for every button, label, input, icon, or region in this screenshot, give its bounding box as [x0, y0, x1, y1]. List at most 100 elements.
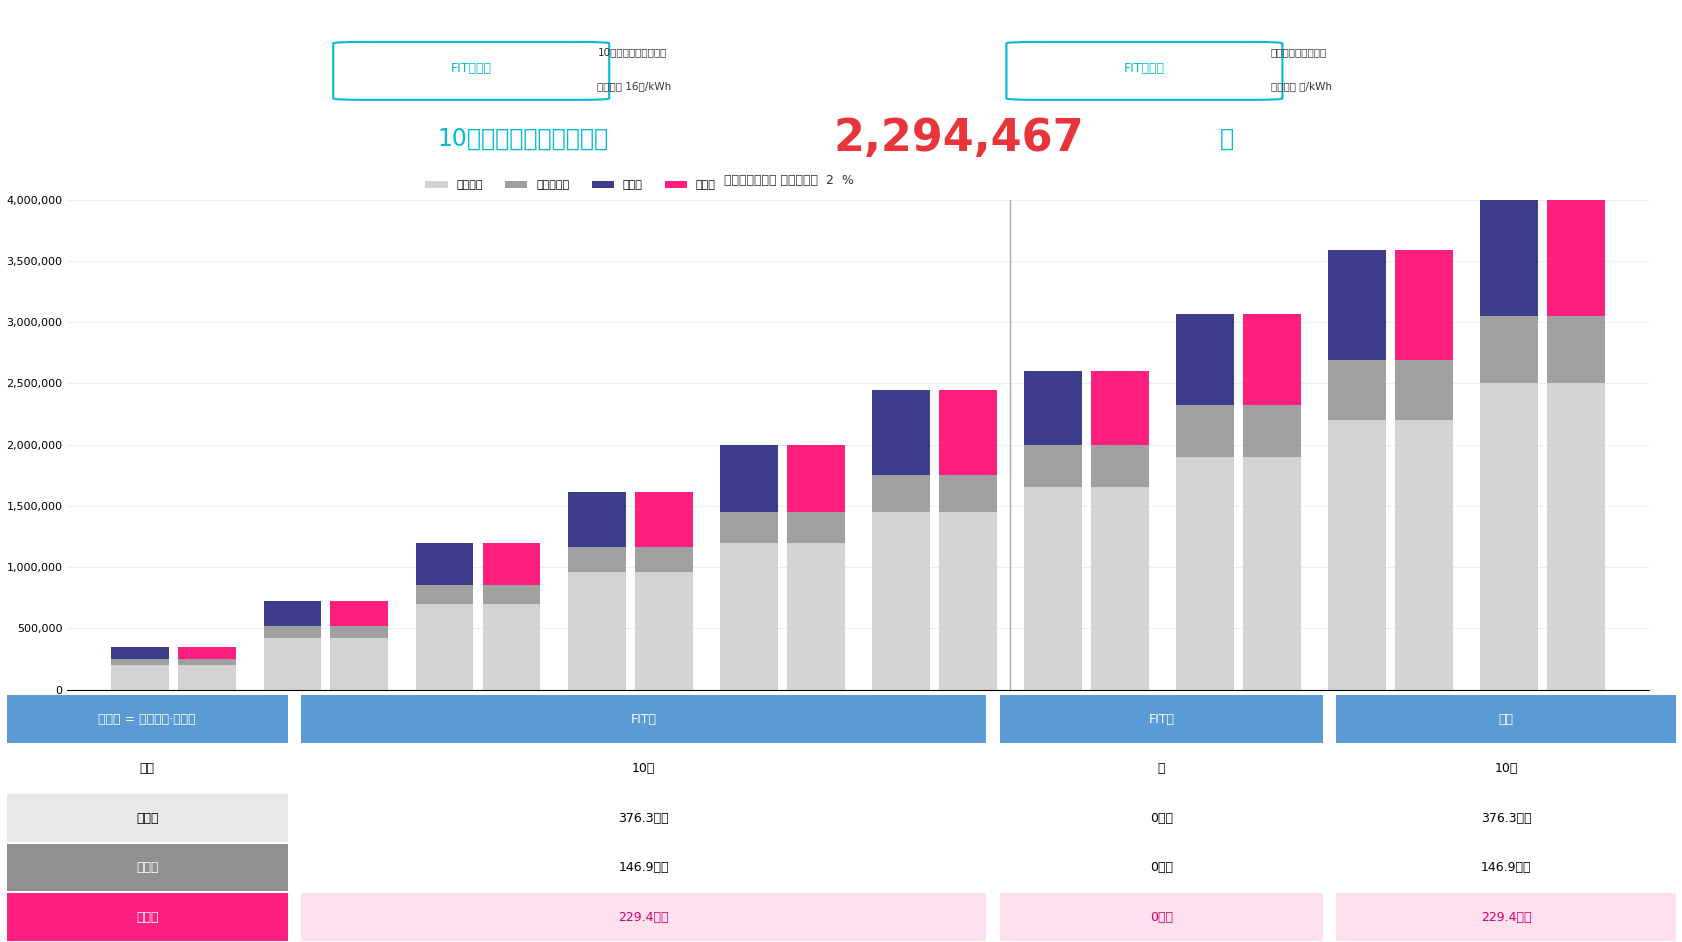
Bar: [1176, 457, 1233, 690]
Bar: [1480, 383, 1537, 690]
Bar: [483, 543, 540, 585]
Bar: [330, 625, 389, 638]
Text: 電気料金上昇率 想定：年率  2  %: 電気料金上昇率 想定：年率 2 %: [723, 174, 853, 187]
Bar: [1090, 488, 1149, 690]
Bar: [178, 646, 235, 659]
Legend: 比較なし, ガソリン代, 借入後, 削減額: 比較なし, ガソリン代, 借入後, 削減額: [420, 176, 720, 195]
FancyBboxPatch shape: [1006, 42, 1282, 100]
Bar: [264, 601, 321, 625]
Text: 年（自家消費優先）: 年（自家消費優先）: [1270, 47, 1325, 57]
Bar: [1327, 250, 1386, 360]
Bar: [787, 543, 844, 690]
Text: 合計: 合計: [1499, 712, 1512, 725]
Bar: [871, 512, 928, 690]
Text: 0万円: 0万円: [1149, 812, 1172, 824]
Bar: [264, 638, 321, 690]
FancyBboxPatch shape: [333, 42, 609, 100]
Bar: [483, 585, 540, 604]
Text: 376.3万円: 376.3万円: [1480, 812, 1531, 824]
Bar: [301, 695, 986, 743]
Bar: [7, 695, 288, 743]
Bar: [1243, 457, 1300, 690]
Bar: [999, 745, 1322, 792]
Bar: [301, 893, 986, 941]
Text: 0万円: 0万円: [1149, 911, 1172, 924]
Bar: [999, 844, 1322, 891]
Bar: [1336, 844, 1675, 891]
Text: 年: 年: [1157, 762, 1164, 775]
Text: 10年（自家消費優先）: 10年（自家消費優先）: [597, 47, 666, 57]
Bar: [939, 475, 996, 512]
Bar: [939, 512, 996, 690]
Bar: [7, 844, 288, 891]
Bar: [787, 445, 844, 512]
Bar: [7, 745, 288, 792]
Bar: [301, 844, 986, 891]
Text: FIT後: FIT後: [1147, 712, 1174, 725]
Bar: [871, 475, 928, 512]
Bar: [264, 625, 321, 638]
Bar: [1327, 420, 1386, 690]
Bar: [1090, 445, 1149, 488]
Bar: [330, 638, 389, 690]
Bar: [1336, 794, 1675, 842]
Text: 売電単価 円/kWh: 売電単価 円/kWh: [1270, 81, 1330, 90]
Bar: [1336, 745, 1675, 792]
Bar: [178, 665, 235, 690]
Text: 削減額: 削減額: [136, 911, 158, 924]
Bar: [7, 893, 288, 941]
Bar: [1327, 360, 1386, 420]
Bar: [999, 695, 1322, 743]
Bar: [999, 893, 1322, 941]
Bar: [999, 794, 1322, 842]
Text: 導入後 = 総光熱費·充電額: 導入後 = 総光熱費·充電額: [98, 712, 197, 725]
Bar: [1176, 314, 1233, 405]
Bar: [720, 543, 777, 690]
Bar: [567, 493, 626, 547]
Bar: [111, 659, 170, 665]
Bar: [1336, 695, 1675, 743]
Text: 146.9万円: 146.9万円: [617, 861, 669, 874]
Text: 229.4万円: 229.4万円: [1480, 911, 1531, 924]
Text: 0万円: 0万円: [1149, 861, 1172, 874]
Bar: [1394, 360, 1452, 420]
Bar: [483, 604, 540, 690]
Bar: [634, 547, 691, 572]
Text: 円: 円: [1219, 126, 1233, 151]
Bar: [7, 794, 288, 842]
Text: 2,294,467: 2,294,467: [833, 117, 1083, 160]
Bar: [1546, 181, 1605, 316]
Bar: [1546, 383, 1605, 690]
Bar: [330, 601, 389, 625]
Bar: [567, 547, 626, 572]
Bar: [1176, 405, 1233, 457]
Bar: [111, 665, 170, 690]
Text: FIT中: FIT中: [631, 712, 656, 725]
Bar: [301, 794, 986, 842]
Bar: [178, 659, 235, 665]
Bar: [720, 445, 777, 512]
Bar: [301, 745, 986, 792]
Bar: [415, 604, 473, 690]
Text: FIT期間中: FIT期間中: [451, 62, 491, 75]
Bar: [871, 390, 928, 476]
Bar: [1480, 317, 1537, 383]
Bar: [1024, 371, 1082, 445]
Bar: [1024, 488, 1082, 690]
Bar: [1243, 314, 1300, 405]
Bar: [415, 543, 473, 585]
Text: 長期シミュレーション結果: 長期シミュレーション結果: [770, 8, 912, 27]
Text: 376.3万円: 376.3万円: [617, 812, 669, 824]
Bar: [1024, 445, 1082, 488]
Bar: [720, 512, 777, 543]
Text: 10年: 10年: [632, 762, 654, 775]
Bar: [1243, 405, 1300, 457]
Bar: [415, 585, 473, 604]
Text: 229.4万円: 229.4万円: [617, 911, 669, 924]
Text: 年数: 年数: [140, 762, 155, 775]
Bar: [567, 572, 626, 690]
Bar: [634, 493, 691, 547]
Bar: [1090, 371, 1149, 445]
Bar: [1394, 420, 1452, 690]
Bar: [1394, 250, 1452, 360]
